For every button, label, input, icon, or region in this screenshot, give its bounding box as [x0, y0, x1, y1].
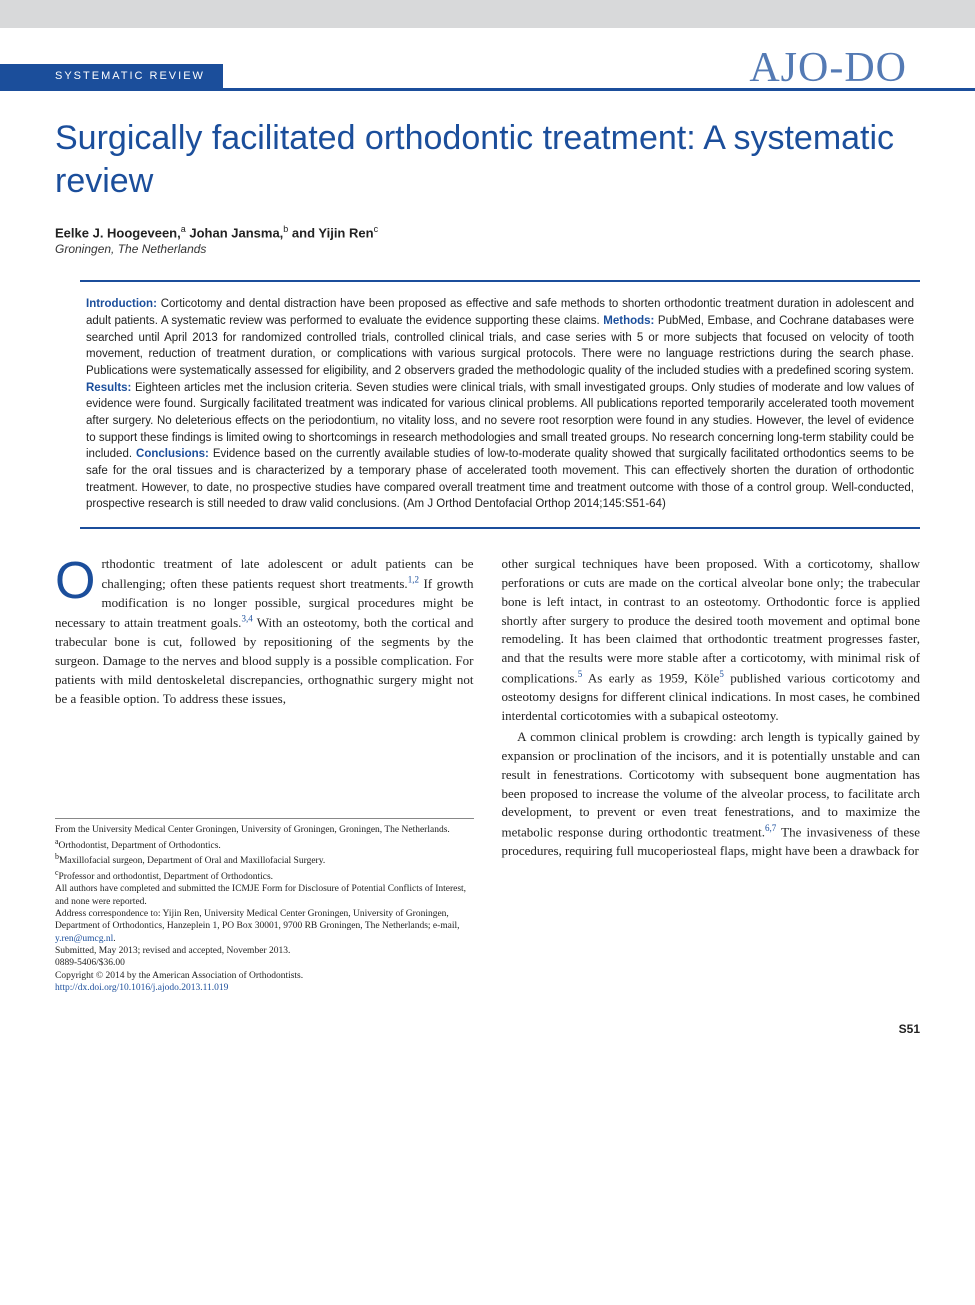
- column-left: Orthodontic treatment of late adolescent…: [55, 555, 474, 994]
- top-gray-bar: [0, 0, 975, 28]
- article-title: Surgically facilitated orthodontic treat…: [55, 117, 920, 202]
- author-line: Eelke J. Hoogeveen,a Johan Jansma,b and …: [0, 220, 975, 242]
- abstract-conclusions-head: Conclusions:: [136, 448, 213, 460]
- title-block: Surgically facilitated orthodontic treat…: [0, 91, 975, 220]
- body-paragraph-3: A common clinical problem is crowding: a…: [502, 728, 921, 861]
- abstract-intro-head: Introduction:: [86, 298, 161, 310]
- footnote-line: bMaxillofacial surgeon, Department of Or…: [55, 852, 474, 868]
- footnote-line: cProfessor and orthodontist, Department …: [55, 868, 474, 884]
- dropcap: O: [55, 555, 101, 603]
- footnote-line: All authors have completed and submitted…: [55, 883, 474, 908]
- column-right: other surgical techniques have been prop…: [502, 555, 921, 994]
- abstract-box: Introduction: Corticotomy and dental dis…: [80, 280, 920, 529]
- body-columns: Orthodontic treatment of late adolescent…: [0, 555, 975, 1014]
- body-paragraph-2: other surgical techniques have been prop…: [502, 555, 921, 726]
- author-location: Groningen, The Netherlands: [0, 242, 975, 274]
- body-paragraph-1: Orthodontic treatment of late adolescent…: [55, 555, 474, 708]
- footnote-line: Address correspondence to: Yijin Ren, Un…: [55, 908, 474, 945]
- footnote-line: Copyright © 2014 by the American Associa…: [55, 970, 474, 982]
- abstract-methods-head: Methods:: [603, 315, 658, 327]
- header-bar: SYSTEMATIC REVIEW AJO-DO: [0, 28, 975, 88]
- footnotes: From the University Medical Center Groni…: [55, 818, 474, 994]
- page-number: S51: [0, 1014, 975, 1052]
- footnote-line: Submitted, May 2013; revised and accepte…: [55, 945, 474, 957]
- journal-logo: AJO-DO: [749, 50, 957, 88]
- footnote-line: http://dx.doi.org/10.1016/j.ajodo.2013.1…: [55, 982, 474, 994]
- footnote-line: aOrthodontist, Department of Orthodontic…: [55, 837, 474, 853]
- footnote-line: 0889-5406/$36.00: [55, 957, 474, 969]
- abstract-results-head: Results:: [86, 382, 135, 394]
- section-label: SYSTEMATIC REVIEW: [0, 64, 223, 88]
- abstract-text: Introduction: Corticotomy and dental dis…: [86, 296, 914, 513]
- footnote-line: From the University Medical Center Groni…: [55, 824, 474, 836]
